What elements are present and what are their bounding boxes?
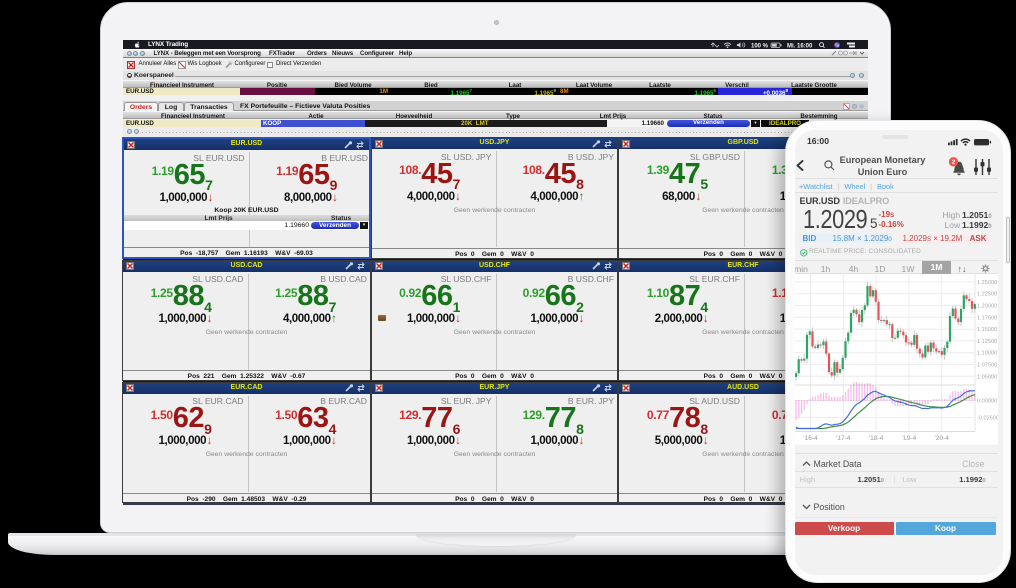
svg-text:'18-4: '18-4 bbox=[868, 435, 883, 442]
svg-text:'20-4: '20-4 bbox=[934, 435, 949, 442]
svg-text:'19-4: '19-4 bbox=[901, 435, 916, 442]
svg-text:1.10000: 1.10000 bbox=[977, 351, 997, 357]
svg-text:1.12500: 1.12500 bbox=[977, 339, 997, 345]
svg-text:-0.02500: -0.02500 bbox=[977, 416, 998, 422]
svg-text:1.17500: 1.17500 bbox=[977, 315, 997, 321]
svg-text:1.20000: 1.20000 bbox=[977, 304, 997, 310]
svg-text:'16-4: '16-4 bbox=[803, 435, 818, 442]
svg-text:0.00000: 0.00000 bbox=[977, 399, 997, 405]
svg-text:100 %: 100 % bbox=[751, 43, 769, 48]
svg-text:2: 2 bbox=[951, 158, 955, 165]
svg-text:1.05000: 1.05000 bbox=[977, 374, 997, 380]
svg-text:'17-4: '17-4 bbox=[836, 435, 851, 442]
svg-text:Mi. 16:00: Mi. 16:00 bbox=[787, 43, 813, 48]
svg-text:1.07500: 1.07500 bbox=[977, 363, 997, 369]
svg-text:1.25000: 1.25000 bbox=[977, 280, 997, 286]
svg-text:1.15000: 1.15000 bbox=[977, 327, 997, 333]
svg-text:1.22500: 1.22500 bbox=[977, 292, 997, 298]
